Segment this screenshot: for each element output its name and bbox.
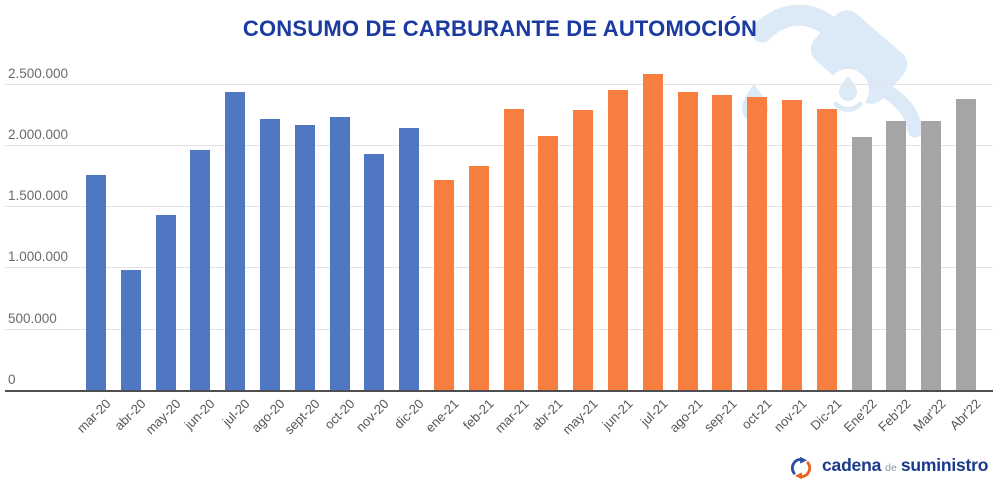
bar-oct-20 <box>329 116 350 390</box>
y-tick-label: 1.000.000 <box>8 249 69 265</box>
y-tick-label: 500.000 <box>8 310 57 326</box>
logo-word-de: de <box>885 462 897 474</box>
bar-dic-21 <box>816 109 837 390</box>
bar-dic-20 <box>399 128 420 390</box>
bar-sep-21 <box>712 94 733 390</box>
cadena-de-suministro-logo[interactable]: cadena de suministro <box>788 455 988 481</box>
bar-sept-20 <box>294 125 315 390</box>
bar-mar-21 <box>503 109 524 390</box>
bar-jul-20 <box>225 92 246 390</box>
bar-feb-22 <box>886 120 907 390</box>
y-tick-label: 0 <box>8 372 16 387</box>
bar-feb-21 <box>468 166 489 390</box>
bar-mar-20 <box>86 175 106 390</box>
bar-ene-21 <box>434 180 454 390</box>
bar-ago-20 <box>260 119 280 390</box>
bar-oct-21 <box>747 96 768 390</box>
bar-nov-21 <box>782 100 802 390</box>
bar-jul-21 <box>642 73 663 390</box>
bar-jun-21 <box>608 89 628 390</box>
gridline <box>5 144 993 146</box>
gridline <box>5 267 993 269</box>
y-tick-label: 2.000.000 <box>8 126 69 142</box>
gridline <box>5 328 993 330</box>
logo-word-cadena: cadena <box>822 455 882 475</box>
chart-title: CONSUMO DE CARBURANTE DE AUTOMOCIÓN <box>242 16 758 41</box>
bar-may-20 <box>155 214 176 390</box>
y-tick-label: 1.500.000 <box>8 188 69 204</box>
gridline <box>5 83 993 85</box>
bar-ago-21 <box>677 92 698 390</box>
x-axis-line <box>5 390 993 392</box>
cycle-arrows-icon <box>790 456 812 480</box>
bar-abr-20 <box>120 270 141 390</box>
bar-mar-22 <box>921 120 942 390</box>
bar-nov-20 <box>364 153 385 390</box>
y-tick-label: 2.500.000 <box>8 65 69 81</box>
bar-abr-22 <box>956 99 976 390</box>
logo-word-suministro: suministro <box>900 455 989 475</box>
bar-jun-20 <box>190 149 211 390</box>
gridline <box>5 206 993 208</box>
bar-ene-22 <box>851 137 872 390</box>
bar-may-21 <box>573 110 594 390</box>
bar-abr-21 <box>538 136 559 390</box>
